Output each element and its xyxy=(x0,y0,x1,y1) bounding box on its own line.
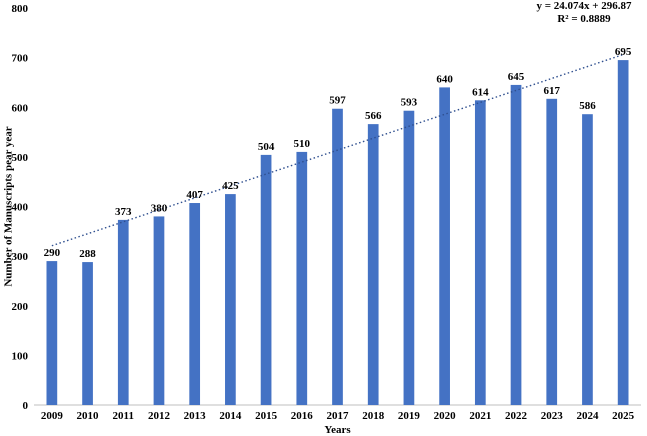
bar xyxy=(510,84,522,405)
bar xyxy=(117,219,129,405)
y-tick-label: 700 xyxy=(12,53,29,65)
bar xyxy=(82,262,93,405)
data-label: 645 xyxy=(508,71,525,83)
x-tick-label: 2016 xyxy=(291,410,314,422)
x-tick-label: 2025 xyxy=(612,410,635,422)
bar xyxy=(582,114,593,405)
trendline xyxy=(51,53,624,247)
x-tick-label: 2015 xyxy=(255,410,278,422)
y-tick-label: 100 xyxy=(12,350,29,362)
data-label: 597 xyxy=(329,95,346,107)
data-label: 290 xyxy=(44,247,61,259)
y-tick-label: 600 xyxy=(12,102,29,114)
data-labels: 290 288 373 380 407 425 504 510 597 566 593 640 614 6… xyxy=(44,46,632,260)
bars xyxy=(46,60,629,406)
x-tick-label: 2020 xyxy=(434,410,457,422)
data-label: 288 xyxy=(79,248,96,260)
x-tick-label: 2022 xyxy=(505,410,528,422)
x-axis-ticks: 2009 2010 2011 2012 2013 2014 2015 2016 2017 2018… xyxy=(41,410,635,422)
bar xyxy=(617,60,629,405)
data-label: 614 xyxy=(472,86,489,98)
bar xyxy=(189,203,201,405)
x-tick-label: 2018 xyxy=(362,410,385,422)
y-axis-title: Number of Manuscripts pear year xyxy=(3,126,15,286)
bar xyxy=(367,124,379,405)
bar xyxy=(332,108,343,406)
x-tick-label: 2014 xyxy=(219,410,242,422)
x-tick-label: 2021 xyxy=(469,410,491,422)
data-label: 504 xyxy=(258,141,275,153)
trendline-r-squared: R² = 0.8889 xyxy=(557,13,611,25)
data-label: 425 xyxy=(222,180,239,192)
y-tick-label: 500 xyxy=(12,152,29,164)
x-tick-label: 2017 xyxy=(327,410,350,422)
bar xyxy=(546,98,558,405)
data-label: 617 xyxy=(543,85,560,97)
y-tick-label: 300 xyxy=(12,251,29,263)
bar xyxy=(296,151,308,405)
x-tick-label: 2023 xyxy=(541,410,564,422)
x-tick-label: 2013 xyxy=(184,410,207,422)
data-label: 380 xyxy=(151,202,168,214)
data-label: 695 xyxy=(615,46,632,58)
x-tick-label: 2009 xyxy=(41,410,64,422)
data-label: 640 xyxy=(436,73,453,85)
y-tick-label: 200 xyxy=(12,301,29,313)
data-label: 593 xyxy=(401,97,418,109)
bar xyxy=(474,100,486,406)
y-axis-ticks: 0 100 200 300 400 500 600 700 800 xyxy=(12,3,29,412)
bar xyxy=(225,194,236,405)
bar xyxy=(260,154,272,405)
data-label: 566 xyxy=(365,110,382,122)
x-tick-label: 2019 xyxy=(398,410,421,422)
y-tick-label: 400 xyxy=(12,202,29,214)
y-tick-label: 800 xyxy=(12,3,29,15)
bar xyxy=(46,261,58,405)
bar xyxy=(439,87,450,406)
x-tick-label: 2011 xyxy=(113,410,134,422)
data-label: 510 xyxy=(294,138,311,150)
bar xyxy=(153,216,165,405)
data-label: 373 xyxy=(115,206,132,218)
x-axis-title: Years xyxy=(324,424,351,436)
x-tick-label: 2010 xyxy=(77,410,100,422)
trendline-equation: y = 24.074x + 296.87 xyxy=(536,0,632,12)
bar xyxy=(403,110,415,405)
x-tick-label: 2012 xyxy=(148,410,171,422)
data-label: 586 xyxy=(579,100,596,112)
x-tick-label: 2024 xyxy=(576,410,599,422)
data-label: 407 xyxy=(186,189,203,201)
y-tick-label: 0 xyxy=(23,400,29,412)
